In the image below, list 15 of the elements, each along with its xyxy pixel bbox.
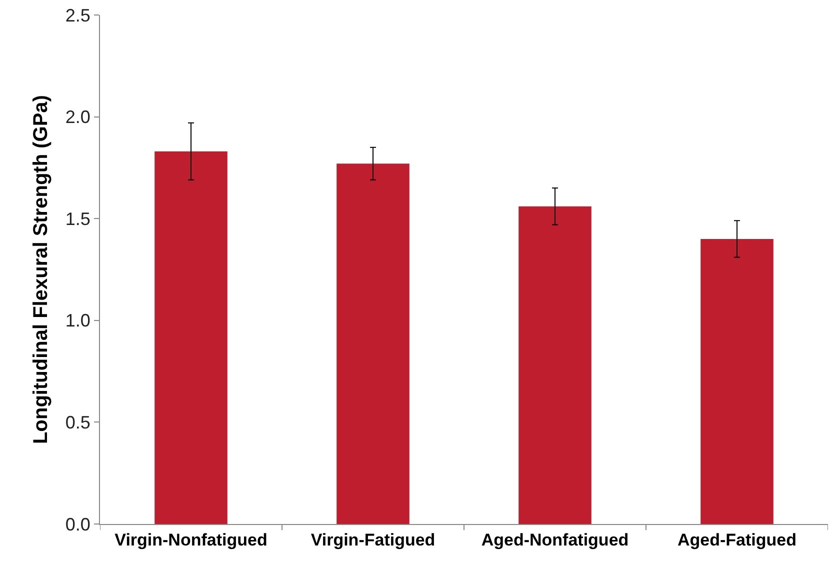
bar — [336, 164, 410, 524]
y-tick-label: 1.0 — [65, 310, 90, 331]
y-axis-title: Longitudinal Flexural Strength (GPa) — [30, 95, 52, 444]
y-tick-label: 0.0 — [65, 514, 90, 534]
x-tick-label: Virgin-Nonfatigued — [114, 530, 268, 550]
x-tick-label: Virgin-Fatigued — [310, 530, 436, 550]
bar — [154, 151, 228, 524]
x-tick-label: Aged-Nonfatigued — [481, 530, 629, 550]
y-tick-label: 2.0 — [65, 107, 90, 128]
y-tick-label: 2.5 — [65, 5, 90, 26]
bar — [700, 238, 774, 524]
y-tick-label: 0.5 — [65, 412, 90, 432]
x-tick-label: Aged-Fatigued — [678, 530, 796, 550]
y-tick-label: 1.5 — [65, 208, 90, 229]
bar — [518, 206, 592, 524]
